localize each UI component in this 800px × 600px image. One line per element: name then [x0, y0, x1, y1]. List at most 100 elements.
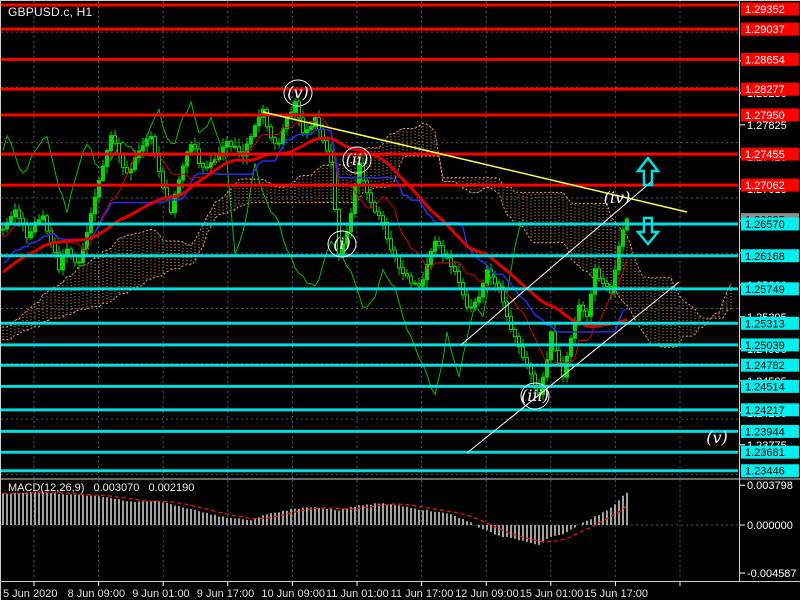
wave-label[interactable]: (v): [283, 79, 313, 107]
resistance-price-label-box: [741, 108, 799, 122]
candle-body: [405, 272, 409, 277]
support-price-label: 1.26168: [745, 251, 785, 263]
resistance-price-label-box: [741, 178, 799, 192]
candle-body: [581, 304, 585, 312]
candle-body: [25, 223, 29, 239]
candle-body: [201, 162, 205, 168]
candle-body: [145, 138, 149, 147]
candle-body: [493, 276, 497, 285]
support-price-label: 1.23446: [745, 466, 785, 478]
candle-body: [385, 221, 389, 240]
resistance-price-label-box: [741, 2, 799, 16]
candle-body: [397, 255, 401, 269]
candle-body: [101, 165, 105, 181]
time-label: 15 Jun 01:00: [520, 588, 584, 600]
candle-body: [569, 337, 573, 357]
wave-label[interactable]: (i): [327, 230, 357, 258]
candle-body: [165, 187, 169, 198]
candle-body: [121, 154, 125, 169]
support-price-label: 1.26570: [745, 219, 785, 231]
candle-body: [153, 135, 157, 154]
candle-body: [317, 117, 321, 130]
trendline-channel-upper-line[interactable]: [460, 181, 652, 346]
resistance-price-label-box: [741, 22, 799, 36]
candle-body: [545, 359, 549, 378]
macd-scale-label: -0.004587: [747, 568, 797, 580]
macd-scale-label: 0.003798: [747, 480, 793, 492]
wave-label[interactable]: (v): [706, 428, 728, 447]
candle-body: [77, 261, 81, 264]
time-label: 10 Jun 09:00: [261, 588, 325, 600]
candle-body: [513, 329, 517, 338]
candle-body: [329, 150, 333, 163]
time-label: 12 Jun 09:00: [455, 588, 519, 600]
candle-body: [325, 140, 329, 152]
down-arrow-icon[interactable]: [635, 216, 661, 246]
wave-label[interactable]: (ii): [342, 146, 372, 174]
trendline-channel-lower-line[interactable]: [466, 281, 680, 454]
candle-body: [477, 296, 481, 303]
candle-body: [229, 140, 233, 147]
candle-body: [557, 349, 561, 365]
candle-body: [281, 128, 285, 145]
support-price-label: 1.24217: [745, 405, 785, 417]
candle-body: [381, 215, 385, 223]
time-label: 9 Jun 17:00: [197, 588, 255, 600]
wave-label-text: (v): [706, 428, 728, 447]
candle-body: [437, 240, 441, 247]
candle-body: [457, 270, 461, 284]
wave-label[interactable]: (iv): [604, 188, 631, 207]
time-label: 11 Jun 17:00: [391, 588, 454, 600]
candle-body: [125, 167, 129, 174]
candle-body: [597, 268, 601, 280]
candle-body: [413, 282, 417, 285]
candle-body: [585, 310, 589, 317]
support-price-label-box: [741, 379, 799, 393]
chikou-line: [2, 100, 524, 396]
candle-body: [433, 240, 437, 252]
candle-body: [589, 293, 593, 317]
support-price-label-box: [741, 358, 799, 372]
candle-body: [149, 135, 153, 140]
candle-body: [309, 125, 313, 131]
candle-body: [601, 278, 605, 285]
time-label: 8 Jun 09:00: [68, 588, 126, 600]
candle-body: [285, 116, 289, 130]
candle-body: [97, 179, 101, 198]
candle-body: [305, 129, 309, 134]
candle-body: [425, 263, 429, 281]
wave-label-text: (ii): [346, 150, 369, 169]
candle-body: [505, 301, 509, 317]
candle-body: [61, 256, 65, 271]
candle-body: [189, 144, 193, 153]
candle-body: [401, 267, 405, 274]
support-price-label-box: [741, 424, 799, 438]
tenkan-line: [2, 115, 628, 366]
wave-label-text: (v): [287, 83, 309, 102]
support-price-label: 1.24782: [745, 360, 785, 372]
candle-body: [85, 232, 89, 250]
up-arrow-icon[interactable]: [635, 155, 661, 187]
wave-label[interactable]: (iii): [520, 382, 550, 410]
chart-symbol-title: GBPUSD.c, H1: [8, 5, 93, 19]
candle-body: [341, 243, 345, 255]
candle-body: [257, 116, 261, 127]
main-chart-panel: (v) (ii) (i) (iii) (iv) (v): [1, 1, 738, 478]
candle-body: [277, 142, 281, 145]
candle-body: [33, 221, 37, 233]
support-price-label-box: [741, 464, 799, 478]
resistance-price-label-box: [741, 82, 799, 96]
candle-body: [105, 150, 109, 167]
macd-signal-line: [2, 491, 628, 543]
price-scale-tick-label: 1.27825: [747, 120, 787, 132]
support-price-label: 1.23681: [745, 447, 785, 459]
time-label: 11 Jun 01:00: [326, 588, 389, 600]
candle-body: [593, 268, 597, 295]
candle-body: [561, 363, 565, 378]
candle-body: [417, 283, 421, 287]
resistance-price-label: 1.29352: [745, 4, 785, 16]
trendline-descending-trendline[interactable]: [262, 111, 688, 213]
time-label: 5 Jun 2020: [3, 588, 57, 600]
support-price-label-box: [741, 249, 799, 263]
